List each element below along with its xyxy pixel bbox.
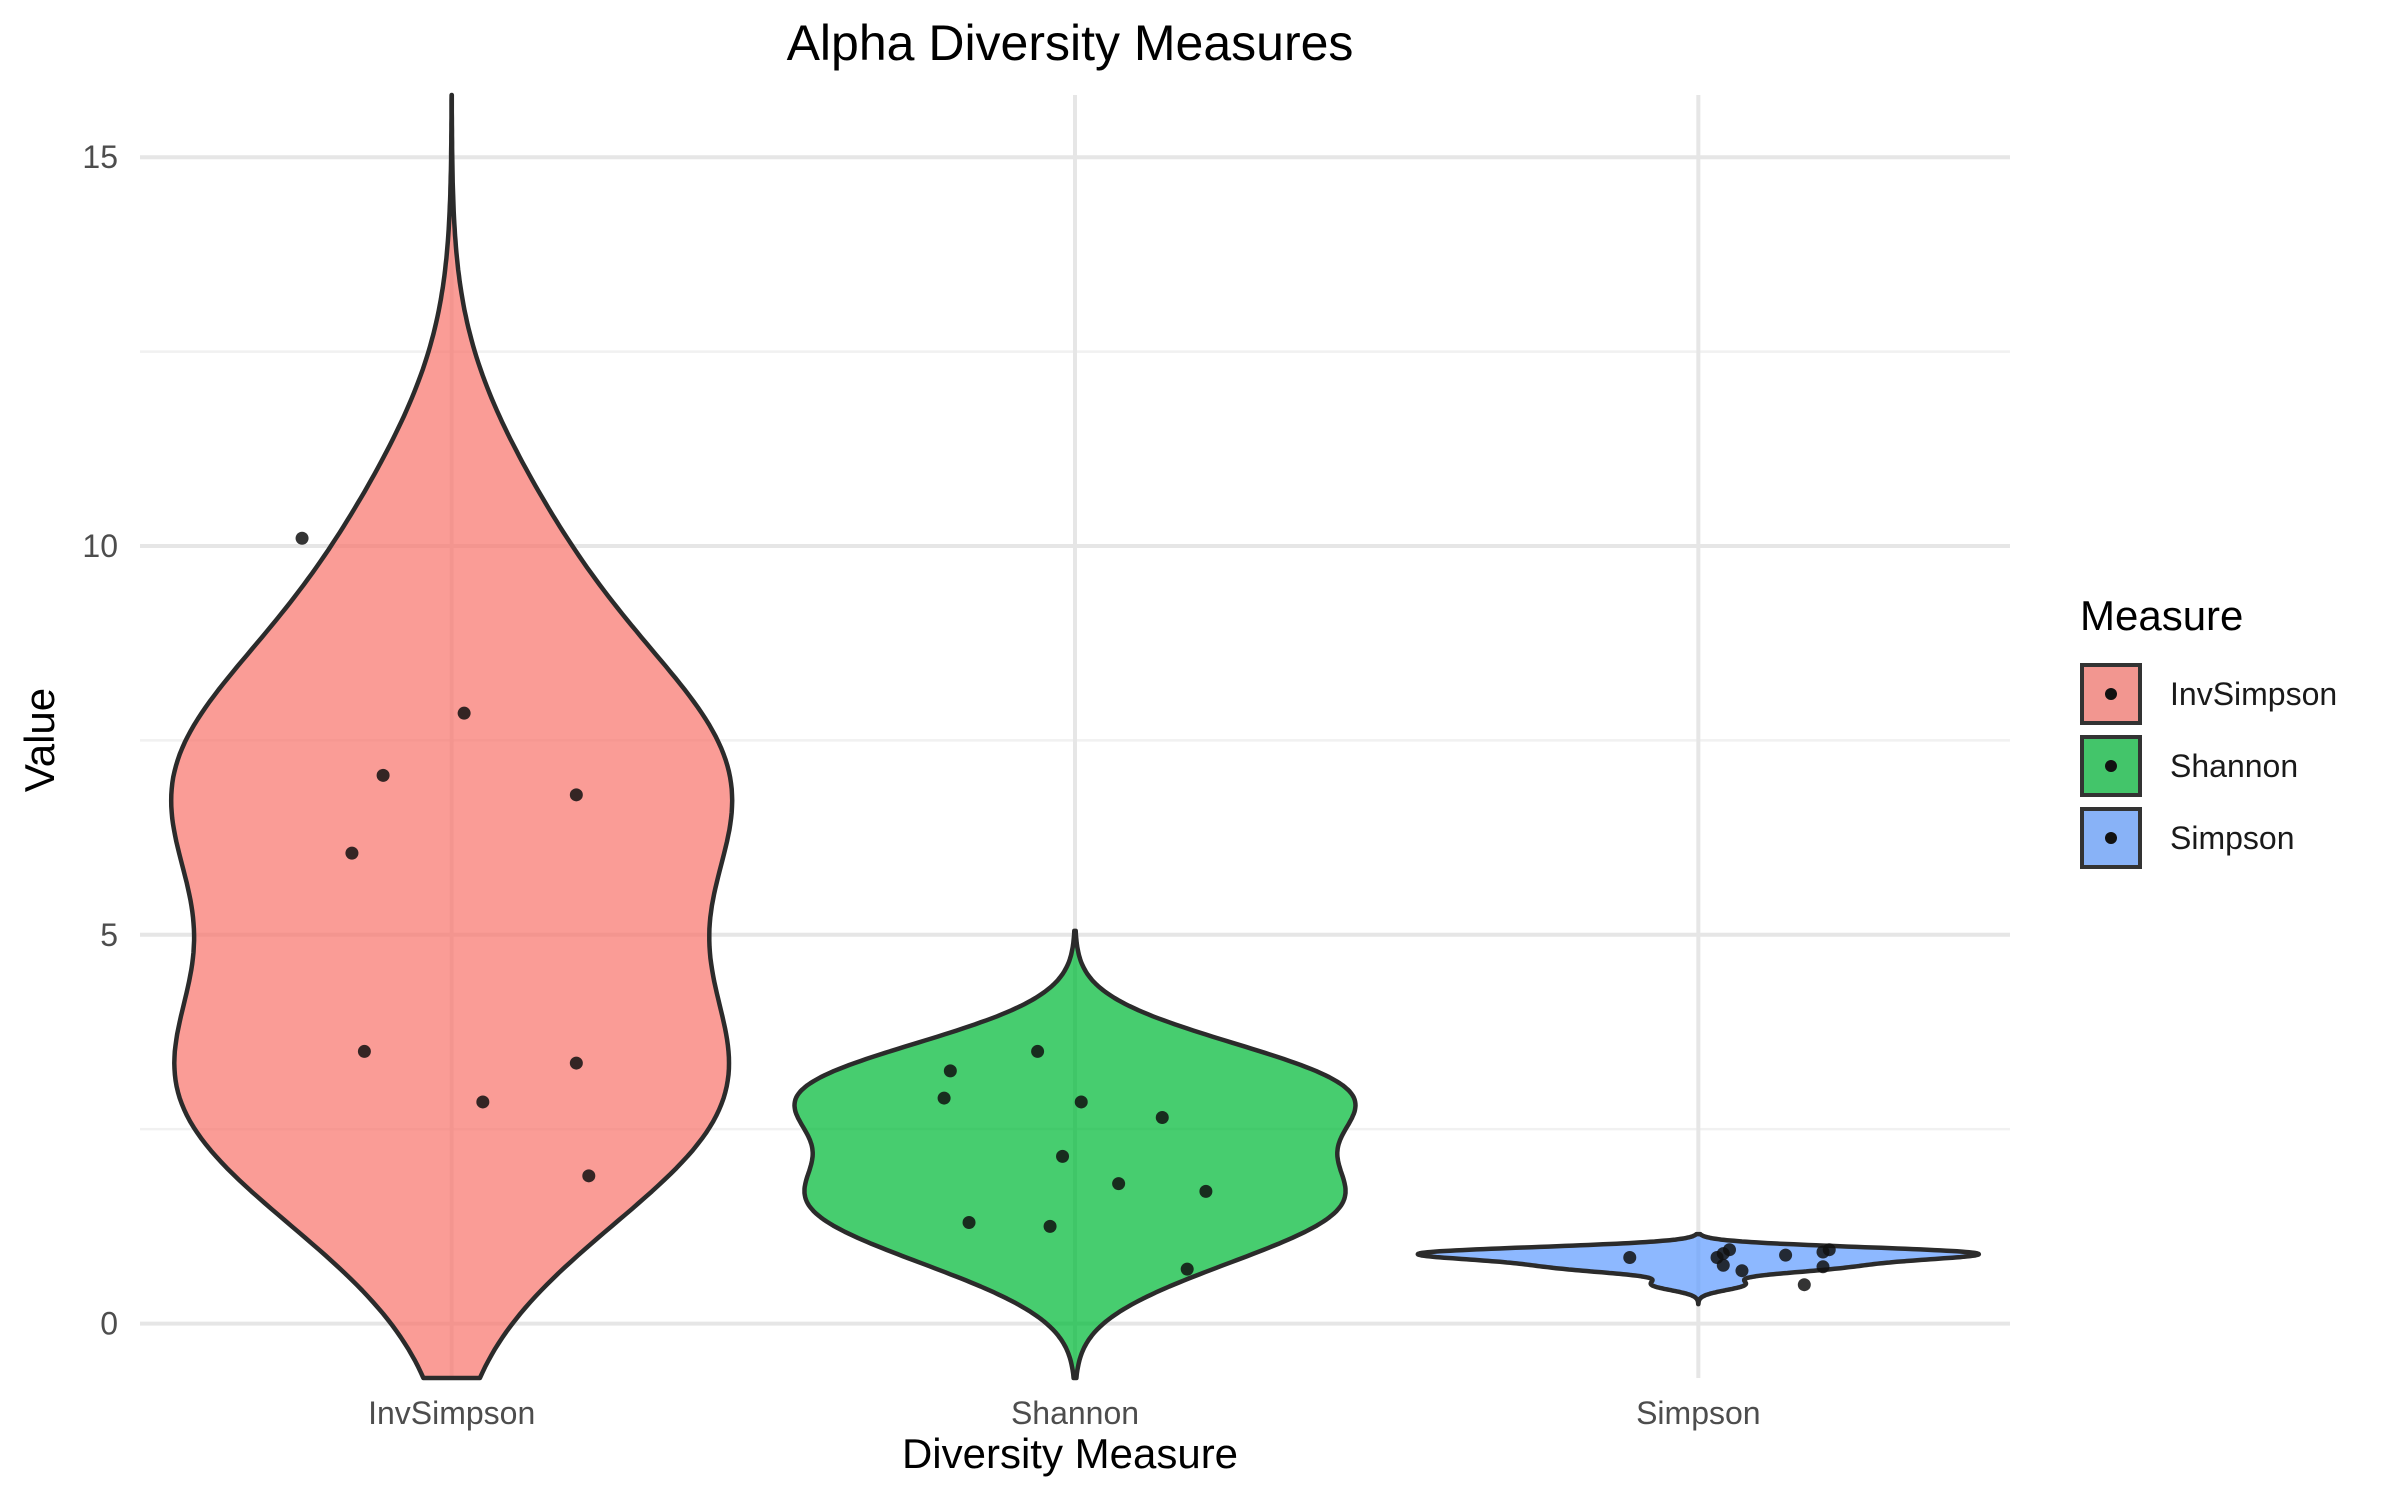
legend-title: Measure <box>2080 592 2244 639</box>
legend-label-shannon: Shannon <box>2170 747 2299 784</box>
data-point-invsimpson <box>345 846 359 860</box>
x-tick-label: Shannon <box>1011 1395 1139 1431</box>
data-point-shannon <box>1031 1044 1045 1058</box>
legend-item-invsimpson: InvSimpson <box>2080 658 2337 730</box>
y-tick-label: 10 <box>82 528 118 564</box>
violin-layer <box>168 92 1982 1381</box>
y-tick-label: 15 <box>82 139 118 175</box>
legend-item-shannon: Shannon <box>2080 730 2337 802</box>
data-point-simpson <box>1816 1245 1830 1259</box>
data-point-shannon <box>943 1064 957 1078</box>
data-point-invsimpson <box>569 788 583 802</box>
data-point-invsimpson <box>476 1095 490 1109</box>
x-tick-label: Simpson <box>1636 1395 1761 1431</box>
data-point-invsimpson <box>376 768 390 782</box>
x-axis-label: Diversity Measure <box>901 1430 1239 1477</box>
violin-simpson <box>1415 1231 1982 1307</box>
data-point-simpson <box>1623 1250 1637 1264</box>
y-axis-label: Value <box>16 687 63 793</box>
data-point-shannon <box>1180 1262 1194 1276</box>
legend-key-shannon <box>2080 735 2142 797</box>
legend-key-invsimpson <box>2080 663 2142 725</box>
data-point-simpson <box>1735 1264 1749 1278</box>
data-point-invsimpson <box>457 706 471 720</box>
y-tick-label: 5 <box>100 917 118 953</box>
chart-title: Alpha Diversity Measures <box>786 15 1354 71</box>
data-point-shannon <box>1112 1177 1126 1191</box>
data-point-invsimpson <box>357 1044 371 1058</box>
tick-layer: 0 5 10 15 InvSimpson Shannon Simpson <box>82 139 1760 1431</box>
data-point-shannon <box>1199 1184 1213 1198</box>
violin-invsimpson <box>168 92 735 1381</box>
data-point-simpson <box>1779 1248 1793 1262</box>
data-point-simpson <box>1716 1258 1730 1272</box>
data-point-shannon <box>1074 1095 1088 1109</box>
legend-key-simpson <box>2080 807 2142 869</box>
y-tick-label: 0 <box>100 1306 118 1342</box>
data-point-shannon <box>1056 1149 1070 1163</box>
legend: Measure InvSimpson Shannon Simpson <box>2080 592 2337 874</box>
legend-item-simpson: Simpson <box>2080 802 2337 874</box>
legend-label-invsimpson: InvSimpson <box>2170 675 2338 712</box>
data-point-shannon <box>1155 1111 1169 1125</box>
data-point-simpson <box>1816 1260 1830 1274</box>
data-point-shannon <box>962 1215 976 1229</box>
data-point-shannon <box>937 1091 951 1105</box>
violin-shannon <box>792 928 1358 1381</box>
data-point-invsimpson <box>295 531 309 545</box>
point-layer <box>295 531 1836 1292</box>
data-point-shannon <box>1043 1219 1057 1233</box>
data-point-simpson <box>1797 1278 1811 1292</box>
x-tick-label: InvSimpson <box>368 1395 535 1431</box>
legend-label-simpson: Simpson <box>2170 819 2295 856</box>
data-point-invsimpson <box>582 1169 596 1183</box>
data-point-invsimpson <box>569 1056 583 1070</box>
